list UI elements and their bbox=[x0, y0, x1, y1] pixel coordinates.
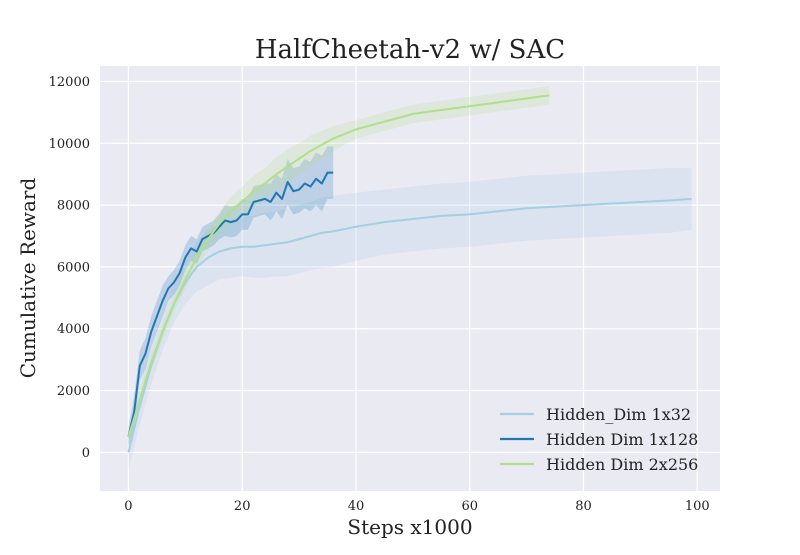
series-line-hidden-dim-2x256 bbox=[127, 94, 550, 438]
y-tick-label: 12000 bbox=[49, 75, 90, 90]
y-tick-label: 8000 bbox=[57, 199, 90, 214]
series-lines bbox=[127, 94, 692, 453]
band-hidden-dim-1x128 bbox=[128, 146, 334, 447]
x-tick-label: 0 bbox=[124, 499, 132, 514]
x-tick-label: 20 bbox=[234, 499, 251, 514]
y-tick-label: 6000 bbox=[57, 260, 90, 275]
legend-label-hidden-dim-2x256: Hidden Dim 2x256 bbox=[546, 455, 698, 474]
x-tick-label: 40 bbox=[348, 499, 365, 514]
plot-area bbox=[100, 66, 720, 491]
legend-label-hidden-dim-1x32: Hidden_Dim 1x32 bbox=[546, 405, 691, 424]
y-tick-label: 10000 bbox=[49, 137, 90, 152]
legend-label-hidden-dim-1x128: Hidden Dim 1x128 bbox=[546, 430, 698, 449]
y-axis-label: Cumulative Reward bbox=[16, 178, 40, 379]
series-line-hidden-dim-1x128 bbox=[127, 171, 334, 438]
legend: Hidden_Dim 1x32 Hidden Dim 1x128 Hidden … bbox=[500, 405, 698, 474]
x-axis-label: Steps x1000 bbox=[347, 515, 472, 539]
x-tick-label: 100 bbox=[685, 499, 710, 514]
series-line-hidden-dim-1x32 bbox=[127, 197, 692, 453]
tick-labels: 0 20 40 60 80 100 0 2000 4000 6000 8000 10000 12000 bbox=[49, 75, 710, 514]
y-tick-label: 4000 bbox=[57, 322, 90, 337]
chart-title: HalfCheetah-v2 w/ SAC bbox=[255, 35, 565, 65]
x-tick-label: 80 bbox=[575, 499, 592, 514]
x-tick-label: 60 bbox=[461, 499, 478, 514]
y-tick-label: 2000 bbox=[57, 384, 90, 399]
y-tick-label: 0 bbox=[82, 446, 90, 461]
grid-lines bbox=[100, 66, 720, 491]
